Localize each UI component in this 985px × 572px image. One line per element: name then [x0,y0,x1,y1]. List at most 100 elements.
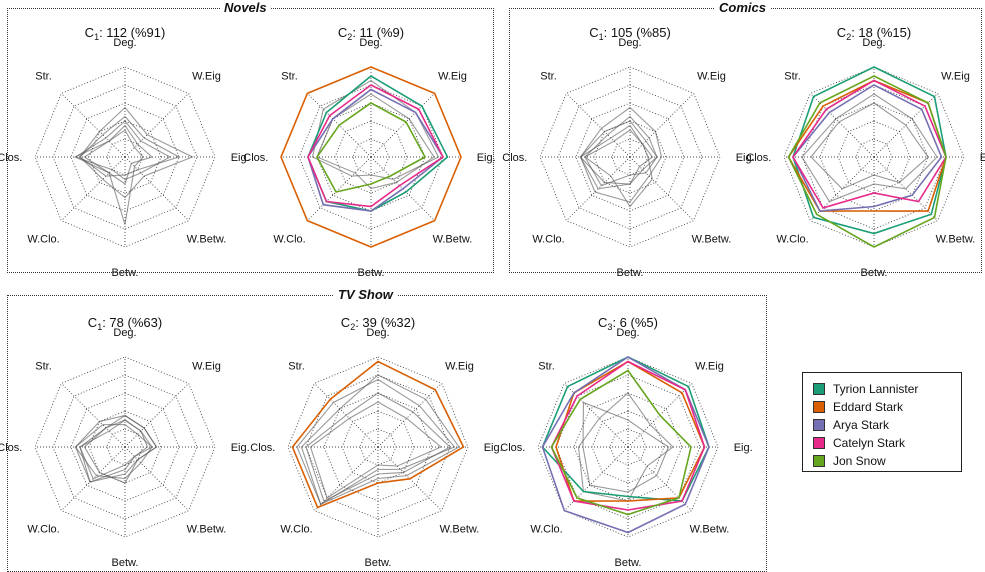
axis-label: Clos. [0,152,22,164]
grid-spoke [564,446,629,511]
axis-label: Betw. [861,267,888,279]
axis-label: W.Betw. [690,523,730,535]
axis-label: W.Eig [445,361,474,373]
legend-label: Tyrion Lannister [833,382,919,396]
series-line [79,106,194,199]
legend-item-jon: Jon Snow [813,453,886,469]
legend-label: Jon Snow [833,454,886,468]
axis-label: W.Clo. [532,233,564,245]
radar-chart: C1: 105 (%85)Deg. W.Eig Eig. W.Betw. Betw. W.… [502,25,754,279]
grid-ring [34,66,216,248]
axis-label: Eig. [477,152,496,164]
legend-swatch [813,419,825,431]
chart-title: C2: 11 (%9) [338,25,404,42]
series-line-tyrion-lannister [541,356,710,502]
grid-ring [855,138,893,176]
series-line [79,419,153,480]
axis-label: W.Eig [192,361,221,373]
panel-title-tvshow: TV Show [334,287,397,303]
series-line-tyrion-lannister [792,66,947,235]
axis-label: Betw. [617,267,644,279]
grid-spoke [124,446,189,511]
series-line [79,419,149,483]
series-line-catelyn-stark [307,84,445,208]
legend-label: Eddard Stark [833,400,904,414]
grid-ring [106,138,144,176]
series-line [810,102,929,190]
axis-label: Betw. [358,267,385,279]
series-line-arya-stark [792,84,943,212]
axis-label: Deg. [616,327,639,339]
series-line [74,120,172,181]
series-line [309,401,443,499]
grid-ring [88,120,162,194]
axis-label: W.Clo. [776,233,808,245]
axis-label: Deg. [618,37,641,49]
axis-label: Deg. [862,37,885,49]
chart-title: C1: 112 (%91) [85,25,166,42]
axis-label: Deg. [359,37,382,49]
axis-label: Eig. [484,442,503,454]
grid-spoke [566,93,631,158]
legend-swatch [813,383,825,395]
axis-label: Clos. [0,442,22,454]
series-line-catelyn-stark [792,79,947,209]
grid-spoke [564,383,629,448]
axis-label: Str. [540,71,557,83]
series-line-arya-stark [307,88,445,212]
axis-label: W.Eig [695,361,724,373]
legend-item-catelyn: Catelyn Stark [813,435,905,451]
radar-chart: C2: 39 (%32)Deg. W.Eig Eig. W.Betw. Betw. W.C… [250,315,503,569]
axis-label: W.Betw. [433,233,473,245]
grid-spoke [810,93,875,158]
grid-ring [593,120,667,194]
grid-spoke [370,93,435,158]
grid-spoke [61,156,126,221]
legend-item-tyrion: Tyrion Lannister [813,381,918,397]
axis-label: Str. [784,71,801,83]
axis-label: W.Clo. [280,523,312,535]
grid-ring [539,66,721,248]
axis-label: Betw. [112,557,139,569]
axis-label: Betw. [112,267,139,279]
legend-item-arya: Arya Stark [813,417,889,433]
chart-title: C3: 6 (%5) [598,315,658,332]
grid-ring [334,120,408,194]
legend-label: Arya Stark [833,418,890,432]
grid-ring [837,120,911,194]
legend-swatch [813,437,825,449]
series-line [583,129,653,208]
series-line [305,392,451,502]
chart-title: C2: 39 (%32) [341,315,415,332]
legend-swatch [813,401,825,413]
series-line-catelyn-stark [550,360,706,511]
series-line [582,401,670,493]
series-line-eddard-stark [280,66,462,248]
grid-ring [609,428,647,466]
grid-ring [783,66,965,248]
series-line-arya-stark [541,356,710,534]
series-line [801,93,938,203]
axis-label: W.Clo. [273,233,305,245]
grid-spoke [377,383,442,448]
axis-label: W.Eig [192,71,221,83]
series-line [74,124,154,185]
axis-label: Betw. [615,557,642,569]
axis-label: W.Betw. [692,233,732,245]
chart-title: C1: 78 (%63) [88,315,162,332]
series-line [83,129,144,225]
axis-label: W.Betw. [187,523,227,535]
axis-label: Eig. [231,442,250,454]
axis-label: Deg. [366,327,389,339]
radar-chart: C1: 112 (%91)Deg. W.Eig Eig. W.Betw. Betw. W.… [0,25,250,279]
axis-label: Str. [35,361,52,373]
axis-label: Eig. [734,442,753,454]
series-line-tyrion-lannister [307,75,449,212]
radar-chart: C1: 78 (%63)Deg. W.Eig Eig. W.Betw. Betw. W.C… [0,315,250,569]
panel-comics: Comics [509,0,982,273]
grid-spoke [629,93,694,158]
grid-spoke [627,446,692,511]
radar-chart: C2: 18 (%15)Deg. W.Eig Eig. W.Betw. Betw. W.C… [746,25,985,279]
radar-chart: C2: 11 (%9)Deg. W.Eig Eig. W.Betw. Betw. W.Cl… [243,25,496,279]
grid-ring [591,410,665,484]
